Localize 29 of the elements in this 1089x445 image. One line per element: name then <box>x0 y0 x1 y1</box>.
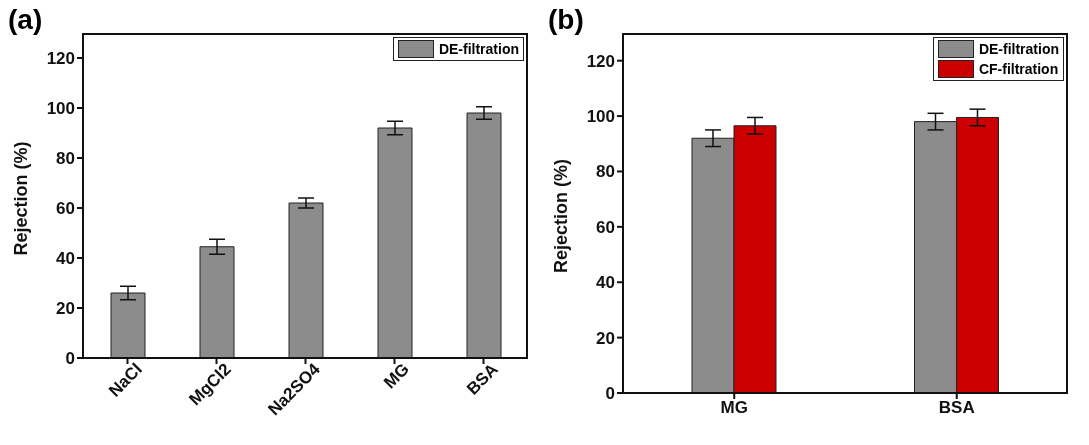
y-axis-title: Rejection (%) <box>11 141 32 256</box>
y-tick-label: 120 <box>46 49 75 69</box>
bar <box>377 127 413 358</box>
x-tick-label: MG <box>380 359 413 393</box>
y-tick-label: 60 <box>596 217 615 237</box>
legend-label: DE-filtration <box>437 40 519 59</box>
y-axis-title: Rejection (%) <box>551 158 572 273</box>
y-tick-label: 0 <box>65 349 75 369</box>
chart-title: (a) <box>8 4 43 36</box>
x-tick-label: MG <box>720 398 748 418</box>
bar <box>288 202 324 358</box>
y-tick-label: 100 <box>46 99 75 119</box>
y-tick-label: 0 <box>605 384 615 404</box>
bar <box>199 246 235 358</box>
x-tick-label: BSA <box>938 398 975 418</box>
y-tick-label: 20 <box>56 299 75 319</box>
y-tick-label: 80 <box>596 162 615 182</box>
y-tick-label: 80 <box>56 149 75 169</box>
y-tick-label: 40 <box>596 273 615 293</box>
legend-label: CF-filtration <box>977 60 1059 79</box>
y-tick-label: 120 <box>586 51 615 71</box>
bar <box>110 292 146 358</box>
y-tick-label: 100 <box>586 107 615 127</box>
y-tick-label: 40 <box>56 249 75 269</box>
y-tick-label: 20 <box>596 328 615 348</box>
legend-label: DE-filtration <box>977 40 1059 59</box>
bar <box>466 112 502 358</box>
y-tick-label: 60 <box>56 199 75 219</box>
chart-title: (b) <box>548 4 584 36</box>
